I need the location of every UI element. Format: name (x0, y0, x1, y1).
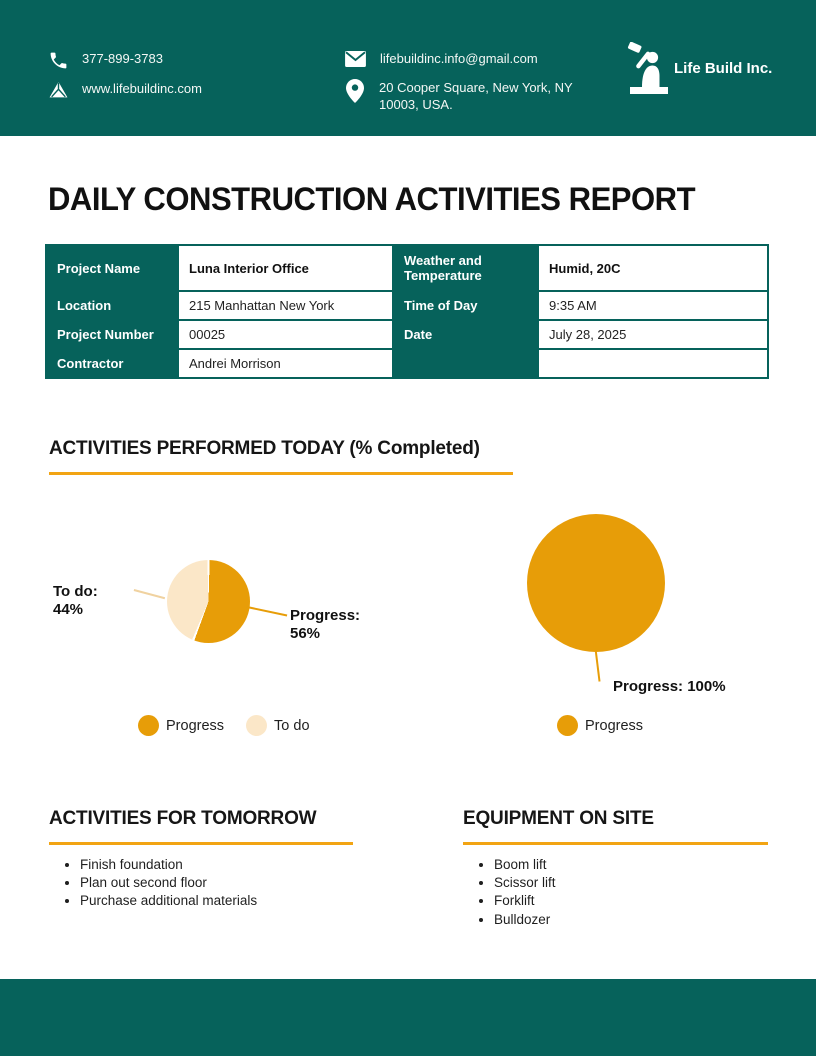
website-link[interactable]: www.lifebuildinc.com (82, 81, 202, 96)
construction-worker-icon (626, 41, 672, 101)
list-item: Finish foundation (80, 856, 393, 874)
list-item: Bulldozer (494, 911, 767, 929)
phone-contact: 377-899-3783 (48, 50, 163, 75)
pie2-callout-progress: Progress: 100% (613, 678, 726, 695)
pie2-legend: Progress (557, 715, 643, 736)
location-pin-icon (346, 79, 364, 107)
footer-bar (0, 979, 816, 1056)
email-contact: lifebuildinc.info@gmail.com (344, 50, 538, 72)
tomorrow-activities-list: Finish foundationPlan out second floorPu… (63, 856, 393, 911)
section-underline (463, 842, 768, 845)
table-value-cell: 215 Manhattan New York (177, 290, 394, 321)
table-label-cell: Project Number (45, 319, 179, 350)
table-label-cell: Project Name (45, 244, 179, 292)
table-label-cell: Contractor (45, 348, 179, 379)
address-line1: 20 Cooper Square, New York, NY (379, 80, 573, 95)
table-value-cell (537, 348, 769, 379)
table-value-cell: Luna Interior Office (177, 244, 394, 292)
website-contact: www.lifebuildinc.com (48, 80, 202, 105)
list-item: Boom lift (494, 856, 767, 874)
table-label-cell: Location (45, 290, 179, 321)
section-underline (49, 472, 513, 475)
legend-item: Progress (557, 715, 643, 736)
address-text: 20 Cooper Square, New York, NY 10003, US… (379, 79, 573, 113)
pie-chart-task1 (167, 560, 250, 643)
table-value-cell: 00025 (177, 319, 394, 350)
address-contact: 20 Cooper Square, New York, NY 10003, US… (346, 79, 573, 113)
list-item: Forklift (494, 892, 767, 910)
activities-tomorrow-heading: ACTIVITIES FOR TOMORROW (49, 808, 317, 829)
table-row: Location 215 Manhattan New York Time of … (45, 290, 769, 321)
pie1-callout-progress: Progress: 56% (290, 607, 361, 642)
pie1-legend: Progress To do (138, 715, 310, 736)
project-info-table: Project Name Luna Interior Office Weathe… (45, 244, 769, 379)
table-row: Contractor Andrei Morrison (45, 348, 769, 379)
table-value-cell: Humid, 20C (537, 244, 769, 292)
section-underline (49, 842, 353, 845)
page-title: DAILY CONSTRUCTION ACTIVITIES REPORT (48, 181, 696, 217)
legend-item: Progress (138, 715, 224, 736)
table-label-cell: Weather and Temperature (392, 244, 539, 292)
leader-line-todo (133, 589, 166, 599)
pie-chart-task2 (527, 514, 665, 652)
leader-line-progress (246, 606, 288, 617)
mail-icon (344, 50, 367, 72)
table-value-cell: 9:35 AM (537, 290, 769, 321)
table-row: Project Number 00025 Date July 28, 2025 (45, 319, 769, 350)
activities-performed-heading: ACTIVITIES PERFORMED TODAY (% Completed) (49, 438, 480, 459)
address-line2: 10003, USA. (379, 97, 453, 112)
equipment-heading: EQUIPMENT ON SITE (463, 808, 654, 829)
list-item: Plan out second floor (80, 874, 393, 892)
legend-item: To do (246, 715, 310, 736)
list-item: Purchase additional materials (80, 892, 393, 910)
table-label-cell: Time of Day (392, 290, 539, 321)
company-name: Life Build Inc. (674, 60, 773, 77)
legend-label: Progress (585, 717, 644, 734)
list-item: Scissor lift (494, 874, 767, 892)
email-link[interactable]: lifebuildinc.info@gmail.com (380, 51, 538, 66)
table-label-cell (392, 348, 539, 379)
phone-icon (48, 50, 69, 75)
legend-label: Progress (166, 717, 225, 734)
pie1-callout-todo: To do: 44% (53, 583, 98, 618)
table-value-cell: Andrei Morrison (177, 348, 394, 379)
table-label-cell: Date (392, 319, 539, 350)
table-row: Project Name Luna Interior Office Weathe… (45, 244, 769, 292)
progress-legend-dot (557, 715, 578, 736)
legend-label: To do (274, 717, 310, 734)
equipment-list: Boom liftScissor liftForkliftBulldozer (477, 856, 767, 929)
table-value-cell: July 28, 2025 (537, 319, 769, 350)
drive-icon (48, 80, 69, 105)
leader-line-progress-100 (595, 650, 601, 682)
header: 377-899-3783 www.lifebuildinc.com lifebu… (0, 0, 816, 136)
todo-legend-dot (246, 715, 268, 736)
phone-number: 377-899-3783 (82, 51, 163, 66)
progress-legend-dot (138, 715, 159, 736)
